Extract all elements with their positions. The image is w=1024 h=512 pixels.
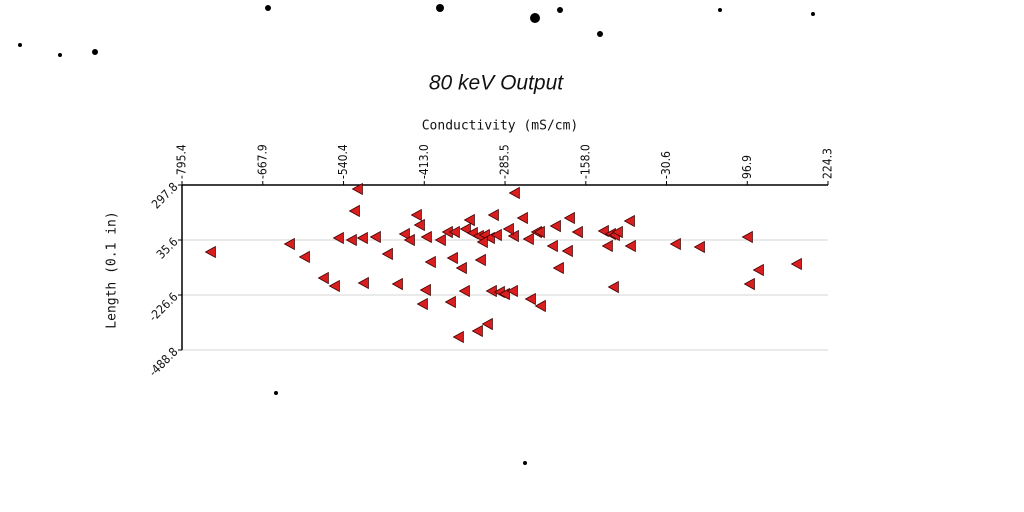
point <box>607 280 619 294</box>
x-tick-label: -413.0 <box>417 144 431 179</box>
point <box>434 233 446 247</box>
point <box>743 277 755 291</box>
point <box>381 247 393 261</box>
point <box>624 239 636 253</box>
y-axis-label: Length (0.1 in) <box>105 211 120 328</box>
point <box>391 277 403 291</box>
point <box>490 228 502 242</box>
point <box>448 225 460 239</box>
point <box>332 231 344 245</box>
point <box>474 253 486 267</box>
point <box>623 214 635 228</box>
point <box>476 235 488 249</box>
point <box>498 287 510 301</box>
point <box>204 245 216 259</box>
point <box>508 186 520 200</box>
point <box>420 230 432 244</box>
point <box>533 225 545 239</box>
point <box>357 276 369 290</box>
y-tick-label: 297.8 <box>149 180 181 212</box>
point <box>410 208 422 222</box>
point <box>398 227 410 241</box>
point <box>419 283 431 297</box>
point <box>502 222 514 236</box>
x-tick-label: -158.0 <box>578 144 592 179</box>
point <box>552 261 564 275</box>
point <box>455 261 467 275</box>
background-noise <box>18 4 815 465</box>
point <box>669 237 681 251</box>
point <box>283 237 295 251</box>
point <box>741 230 753 244</box>
point <box>459 222 471 236</box>
point <box>563 211 575 225</box>
x-tick-label: -285.5 <box>498 144 512 179</box>
point <box>571 225 583 239</box>
point <box>516 211 528 225</box>
point <box>348 204 360 218</box>
point <box>601 239 613 253</box>
x-tick-label: -30.6 <box>659 151 673 179</box>
point <box>611 225 623 239</box>
point <box>534 299 546 313</box>
point <box>458 284 470 298</box>
x-tick-label: -795.4 <box>175 144 189 179</box>
point <box>413 218 425 232</box>
y-tick-label: -226.6 <box>146 290 181 325</box>
x-tick-label: -667.9 <box>255 144 269 179</box>
point <box>546 239 558 253</box>
x-axis-label: Conductivity (mS/cm) <box>422 119 579 134</box>
x-tick-label: 96.9 <box>740 155 754 179</box>
x-tick-label: -540.4 <box>336 144 350 179</box>
x-tick-label: 224.3 <box>821 148 835 179</box>
point <box>481 317 493 331</box>
point <box>487 208 499 222</box>
point <box>298 250 310 264</box>
point <box>522 232 534 246</box>
point <box>369 230 381 244</box>
point <box>317 271 329 285</box>
point <box>471 324 483 338</box>
point <box>463 213 475 227</box>
point <box>345 233 357 247</box>
point <box>524 292 536 306</box>
point <box>446 251 458 265</box>
point <box>403 233 415 247</box>
y-tick-label: -488.8 <box>146 345 181 380</box>
point <box>452 330 464 344</box>
point <box>506 284 518 298</box>
chart-title: 80 keV Output <box>429 72 564 95</box>
point <box>693 240 705 254</box>
point <box>790 257 802 271</box>
point <box>416 297 428 311</box>
point <box>424 255 436 269</box>
point <box>752 263 764 277</box>
point <box>561 244 573 258</box>
point <box>328 279 340 293</box>
point <box>549 219 561 233</box>
point <box>444 295 456 309</box>
y-tick-label: 35.6 <box>154 235 181 262</box>
point <box>356 231 368 245</box>
point <box>351 182 363 196</box>
